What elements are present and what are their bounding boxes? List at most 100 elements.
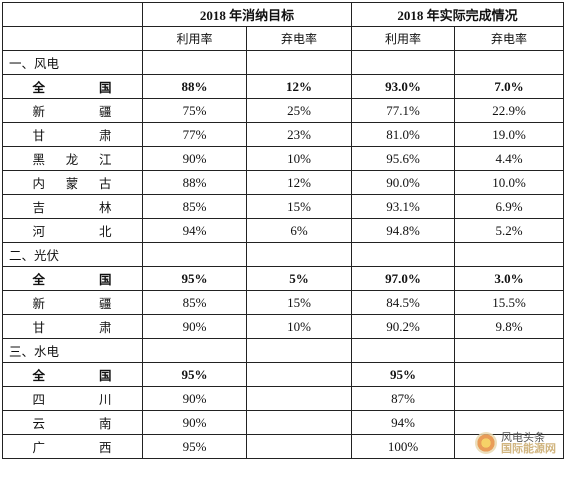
header-row-sub: 利用率 弃电率 利用率 弃电率 <box>2 26 565 51</box>
actual-curtailment-cell: 7.0% <box>454 74 565 99</box>
target-curtailment-cell: 12% <box>245 74 353 99</box>
region-name: 新 疆 <box>2 98 143 123</box>
actual-curtailment-cell: 10.0% <box>454 170 565 195</box>
region-label: 新 疆 <box>32 296 113 311</box>
region-name: 甘 肃 <box>2 314 143 339</box>
header-row-groups: 2018 年消纳目标 2018 年实际完成情况 <box>2 2 565 27</box>
empty-cell <box>351 50 456 75</box>
actual-curtailment-cell: 9.8% <box>454 314 565 339</box>
target-curtailment-cell <box>245 362 353 387</box>
empty-cell <box>142 50 247 75</box>
region-label: 黑龙江 <box>32 152 113 167</box>
region-name: 全 国 <box>2 266 143 291</box>
section-title: 三、水电 <box>2 338 143 363</box>
target-utilization-cell: 90% <box>142 314 247 339</box>
actual-utilization-cell: 94% <box>351 410 456 435</box>
target-curtailment-cell <box>245 434 353 459</box>
actual-utilization-cell: 87% <box>351 386 456 411</box>
actual-utilization-cell: 77.1% <box>351 98 456 123</box>
target-utilization-cell: 90% <box>142 146 247 171</box>
region-label: 河 北 <box>32 224 113 239</box>
target-curtailment-cell <box>245 410 353 435</box>
target-utilization-cell: 77% <box>142 122 247 147</box>
region-label: 全 国 <box>32 272 113 287</box>
actual-curtailment-cell <box>454 410 565 435</box>
actual-curtailment-cell: 5.2% <box>454 218 565 243</box>
header-target-group: 2018 年消纳目标 <box>141 2 353 27</box>
actual-curtailment-cell: 15.5% <box>454 290 565 315</box>
target-curtailment-cell: 15% <box>245 194 353 219</box>
table-row: 内蒙古 88% 12% 90.0% 10.0% <box>2 170 565 195</box>
document-page: 2018 年消纳目标 2018 年实际完成情况 利用率 弃电率 利用率 弃电率 … <box>2 2 565 459</box>
actual-curtailment-cell: 3.0% <box>454 266 565 291</box>
empty-cell <box>454 50 565 75</box>
region-name: 吉 林 <box>2 194 143 219</box>
table-row: 新 疆 75% 25% 77.1% 22.9% <box>2 98 565 123</box>
empty-cell <box>245 50 353 75</box>
header-target-curtailment: 弃电率 <box>245 26 353 51</box>
section-row: 二、光伏 <box>2 242 565 267</box>
region-name: 新 疆 <box>2 290 143 315</box>
empty-cell <box>142 242 247 267</box>
target-curtailment-cell <box>245 386 353 411</box>
region-name: 河 北 <box>2 218 143 243</box>
actual-utilization-cell: 93.1% <box>351 194 456 219</box>
target-curtailment-cell: 15% <box>245 290 353 315</box>
header-corner <box>2 2 143 27</box>
actual-utilization-cell: 94.8% <box>351 218 456 243</box>
table-row: 全 国 95% 5% 97.0% 3.0% <box>2 266 565 291</box>
actual-utilization-cell: 95% <box>351 362 456 387</box>
region-label: 内蒙古 <box>32 176 113 191</box>
actual-utilization-cell: 90.0% <box>351 170 456 195</box>
region-label: 全 国 <box>32 80 113 95</box>
region-label: 甘 肃 <box>32 128 113 143</box>
actual-curtailment-cell <box>454 386 565 411</box>
target-curtailment-cell: 25% <box>245 98 353 123</box>
empty-cell <box>245 338 353 363</box>
curtailment-table: 2018 年消纳目标 2018 年实际完成情况 利用率 弃电率 利用率 弃电率 … <box>2 2 565 459</box>
target-curtailment-cell: 23% <box>245 122 353 147</box>
region-label: 四 川 <box>32 392 113 407</box>
empty-cell <box>454 242 565 267</box>
empty-cell <box>351 338 456 363</box>
header-actual-curtailment: 弃电率 <box>454 26 565 51</box>
table-row: 新 疆 85% 15% 84.5% 15.5% <box>2 290 565 315</box>
target-curtailment-cell: 10% <box>245 146 353 171</box>
target-utilization-cell: 88% <box>142 74 247 99</box>
header-actual-group: 2018 年实际完成情况 <box>351 2 565 27</box>
table-row: 全 国 95% 95% <box>2 362 565 387</box>
target-utilization-cell: 88% <box>142 170 247 195</box>
region-label: 甘 肃 <box>32 320 113 335</box>
header-corner-sub <box>2 26 143 51</box>
target-utilization-cell: 90% <box>142 386 247 411</box>
region-name: 广 西 <box>2 434 143 459</box>
table-row: 全 国 88% 12% 93.0% 7.0% <box>2 74 565 99</box>
target-curtailment-cell: 5% <box>245 266 353 291</box>
table-row: 四 川 90% 87% <box>2 386 565 411</box>
empty-cell <box>245 242 353 267</box>
table-body: 一、风电全 国 88% 12% 93.0% 7.0% 新 疆 75% 25% 77.1% 22.9… <box>2 50 565 459</box>
actual-curtailment-cell: 4.4% <box>454 146 565 171</box>
target-utilization-cell: 85% <box>142 290 247 315</box>
table-row: 甘 肃 77% 23% 81.0% 19.0% <box>2 122 565 147</box>
header-target-utilization: 利用率 <box>142 26 247 51</box>
region-label: 云 南 <box>32 416 113 431</box>
table-row: 甘 肃 90% 10% 90.2% 9.8% <box>2 314 565 339</box>
target-curtailment-cell: 6% <box>245 218 353 243</box>
region-name: 全 国 <box>2 362 143 387</box>
section-row: 一、风电 <box>2 50 565 75</box>
region-name: 全 国 <box>2 74 143 99</box>
actual-utilization-cell: 100% <box>351 434 456 459</box>
region-name: 云 南 <box>2 410 143 435</box>
region-label: 全 国 <box>32 368 113 383</box>
actual-utilization-cell: 95.6% <box>351 146 456 171</box>
target-utilization-cell: 85% <box>142 194 247 219</box>
empty-cell <box>142 338 247 363</box>
actual-utilization-cell: 84.5% <box>351 290 456 315</box>
region-name: 内蒙古 <box>2 170 143 195</box>
region-name: 四 川 <box>2 386 143 411</box>
region-label: 新 疆 <box>32 104 113 119</box>
actual-utilization-cell: 90.2% <box>351 314 456 339</box>
actual-curtailment-cell <box>454 362 565 387</box>
section-row: 三、水电 <box>2 338 565 363</box>
